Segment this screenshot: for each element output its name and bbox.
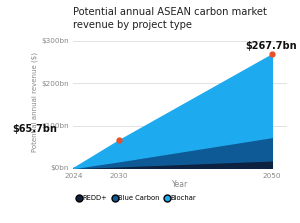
Text: $65.7bn: $65.7bn <box>12 124 57 134</box>
Y-axis label: Potential annual revenue ($): Potential annual revenue ($) <box>32 52 38 152</box>
Text: Potential annual ASEAN carbon market
revenue by project type: Potential annual ASEAN carbon market rev… <box>74 7 267 30</box>
Text: $267.7bn: $267.7bn <box>245 41 297 51</box>
Legend: REDD+, Blue Carbon, Biochar: REDD+, Blue Carbon, Biochar <box>75 192 199 204</box>
X-axis label: Year: Year <box>172 180 188 189</box>
